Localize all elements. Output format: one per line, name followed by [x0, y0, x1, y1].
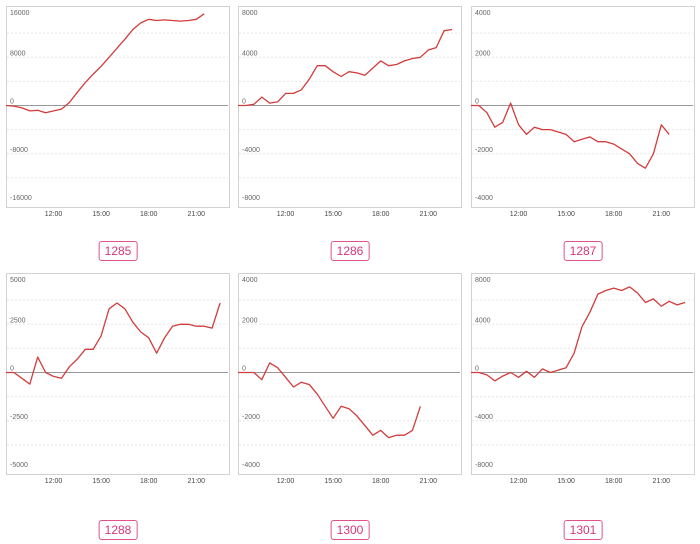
- y-tick-label: 8000: [475, 277, 491, 284]
- x-tick-label: 12:00: [277, 478, 295, 485]
- series-line: [238, 28, 453, 107]
- x-tick-label: 12:00: [510, 478, 528, 485]
- series-line: [471, 286, 686, 382]
- x-tick-label: 15:00: [324, 211, 342, 218]
- line-chart: 8000 4000 0 -4000 -8000 12:00 15:00 18:00 21:00: [471, 277, 693, 485]
- y-tick-label: -4000: [475, 195, 493, 202]
- y-tick-label: 8000: [242, 10, 258, 17]
- series-line: [5, 13, 205, 114]
- y-tick-label: 16000: [10, 10, 30, 17]
- x-tick-label: 21:00: [188, 211, 206, 218]
- x-tick-label: 15:00: [557, 478, 575, 485]
- series-line: [471, 102, 670, 169]
- series-line: [238, 362, 422, 439]
- line-chart: 16000 8000 0 -8000 -16000 12:00 15:00 18:00 21:0…: [5, 10, 228, 218]
- x-tick-label: 21:00: [188, 478, 206, 485]
- y-tick-label: 4000: [475, 317, 491, 324]
- y-tick-label: -2000: [242, 414, 260, 421]
- y-tick-label: 2000: [242, 317, 258, 324]
- y-tick-label: 0: [475, 99, 479, 106]
- x-tick-label: 12:00: [510, 211, 528, 218]
- y-tick-label: -16000: [10, 195, 32, 202]
- x-tick-label: 18:00: [605, 211, 623, 218]
- y-tick-label: -8000: [475, 462, 493, 469]
- x-tick-label: 21:00: [420, 211, 438, 218]
- y-tick-label: 4000: [475, 10, 491, 17]
- chart-frame: [6, 273, 230, 475]
- y-tick-label: 0: [242, 99, 246, 106]
- y-tick-label: 5000: [10, 277, 26, 284]
- chart-label-badge[interactable]: 1301: [563, 520, 603, 540]
- chart-frame: [238, 273, 462, 475]
- x-tick-label: 15:00: [324, 478, 342, 485]
- line-chart: 4000 2000 0 -2000 -4000 12:00 15:00 18:00 21:00: [471, 10, 693, 218]
- y-tick-label: -8000: [242, 195, 260, 202]
- chart-label-badge[interactable]: 1286: [330, 241, 370, 261]
- chart-frame: [238, 6, 462, 208]
- y-tick-label: -4000: [242, 147, 260, 154]
- y-tick-label: 4000: [242, 277, 258, 284]
- x-tick-label: 12:00: [45, 211, 63, 218]
- x-tick-label: 15:00: [557, 211, 575, 218]
- y-tick-label: -2000: [475, 147, 493, 154]
- series-line: [6, 302, 221, 385]
- y-tick-label: 2000: [475, 50, 491, 57]
- chart-label-badge[interactable]: 1288: [98, 520, 138, 540]
- y-tick-label: 0: [10, 99, 14, 106]
- y-tick-label: 8000: [10, 50, 26, 57]
- x-tick-label: 21:00: [420, 478, 438, 485]
- y-tick-label: 2500: [10, 317, 26, 324]
- y-tick-label: 0: [242, 366, 246, 373]
- x-tick-label: 15:00: [92, 478, 110, 485]
- x-tick-label: 18:00: [372, 211, 390, 218]
- y-tick-label: -4000: [475, 414, 493, 421]
- y-tick-label: -8000: [10, 147, 28, 154]
- chart-frame: [6, 6, 230, 208]
- y-tick-label: 0: [10, 366, 14, 373]
- x-tick-label: 18:00: [140, 478, 158, 485]
- y-tick-label: -5000: [10, 462, 28, 469]
- x-tick-label: 18:00: [605, 478, 623, 485]
- y-tick-label: 0: [475, 366, 479, 373]
- line-chart: 4000 2000 0 -2000 -4000 12:00 15:00 18:00 21:00: [238, 277, 460, 485]
- x-tick-label: 12:00: [277, 211, 295, 218]
- line-chart: 5000 2500 0 -2500 -5000 12:00 15:00 18:00 21:00: [6, 277, 228, 485]
- y-tick-label: -4000: [242, 462, 260, 469]
- y-tick-label: 4000: [242, 50, 258, 57]
- x-tick-label: 12:00: [45, 478, 63, 485]
- chart-label-badge[interactable]: 1300: [330, 520, 370, 540]
- chart-label-badge[interactable]: 1285: [98, 241, 138, 261]
- x-tick-label: 21:00: [653, 478, 671, 485]
- x-tick-label: 15:00: [92, 211, 110, 218]
- line-chart: 8000 4000 0 -4000 -8000 12:00 15:00 18:00 21:00: [238, 10, 460, 218]
- chart-label-badge[interactable]: 1287: [563, 241, 603, 261]
- y-tick-label: -2500: [10, 414, 28, 421]
- x-tick-label: 18:00: [372, 478, 390, 485]
- x-tick-label: 21:00: [653, 211, 671, 218]
- x-tick-label: 18:00: [140, 211, 158, 218]
